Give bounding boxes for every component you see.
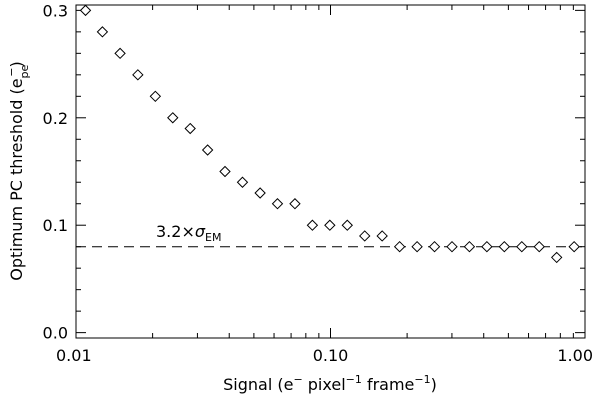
data-point (149, 90, 162, 103)
data-point (219, 165, 231, 178)
data-point (428, 240, 441, 253)
data-point (533, 240, 545, 253)
data-point (306, 219, 319, 231)
data-point (324, 219, 336, 231)
y-tick-label: 0.3 (43, 1, 68, 20)
data-point (184, 122, 196, 135)
data-point (393, 240, 406, 253)
tick-labels: 0.01 0.10 1.00 0.0 0.1 0.2 0.3 (43, 1, 593, 365)
reference-line-label: 3.2×σEM (156, 222, 221, 244)
y-tick-label: 0.1 (43, 216, 68, 235)
data-point (359, 230, 371, 242)
data-point (167, 112, 179, 124)
data-point (516, 240, 528, 253)
y-axis-title: Optimum PC threshold (epe−) (5, 61, 31, 281)
axis-ticks (75, 5, 586, 338)
data-point (341, 219, 353, 231)
data-point (289, 198, 301, 210)
y-tick-label: 0.2 (43, 109, 68, 128)
data-point (481, 240, 493, 253)
x-tick-label: 0.01 (56, 346, 92, 365)
data-point (114, 47, 126, 60)
data-point (550, 251, 563, 264)
data-point (463, 240, 476, 253)
data-point (411, 240, 423, 253)
data-point (79, 4, 92, 17)
data-point (132, 69, 144, 81)
data-point (271, 198, 284, 210)
data-point (254, 187, 266, 199)
data-point (376, 230, 388, 242)
y-tick-label: 0.0 (43, 324, 68, 343)
data-point (236, 176, 249, 188)
x-axis-title: Signal (e− pixel−1 frame−1) (223, 373, 437, 394)
data-point (498, 240, 511, 253)
data-point (201, 144, 214, 156)
x-tick-label: 1.00 (557, 346, 593, 365)
data-point (96, 26, 109, 38)
x-tick-label: 0.10 (313, 346, 349, 365)
data-point (446, 240, 458, 253)
plot-frame (75, 4, 586, 339)
data-points (79, 4, 580, 264)
data-point (568, 240, 580, 253)
